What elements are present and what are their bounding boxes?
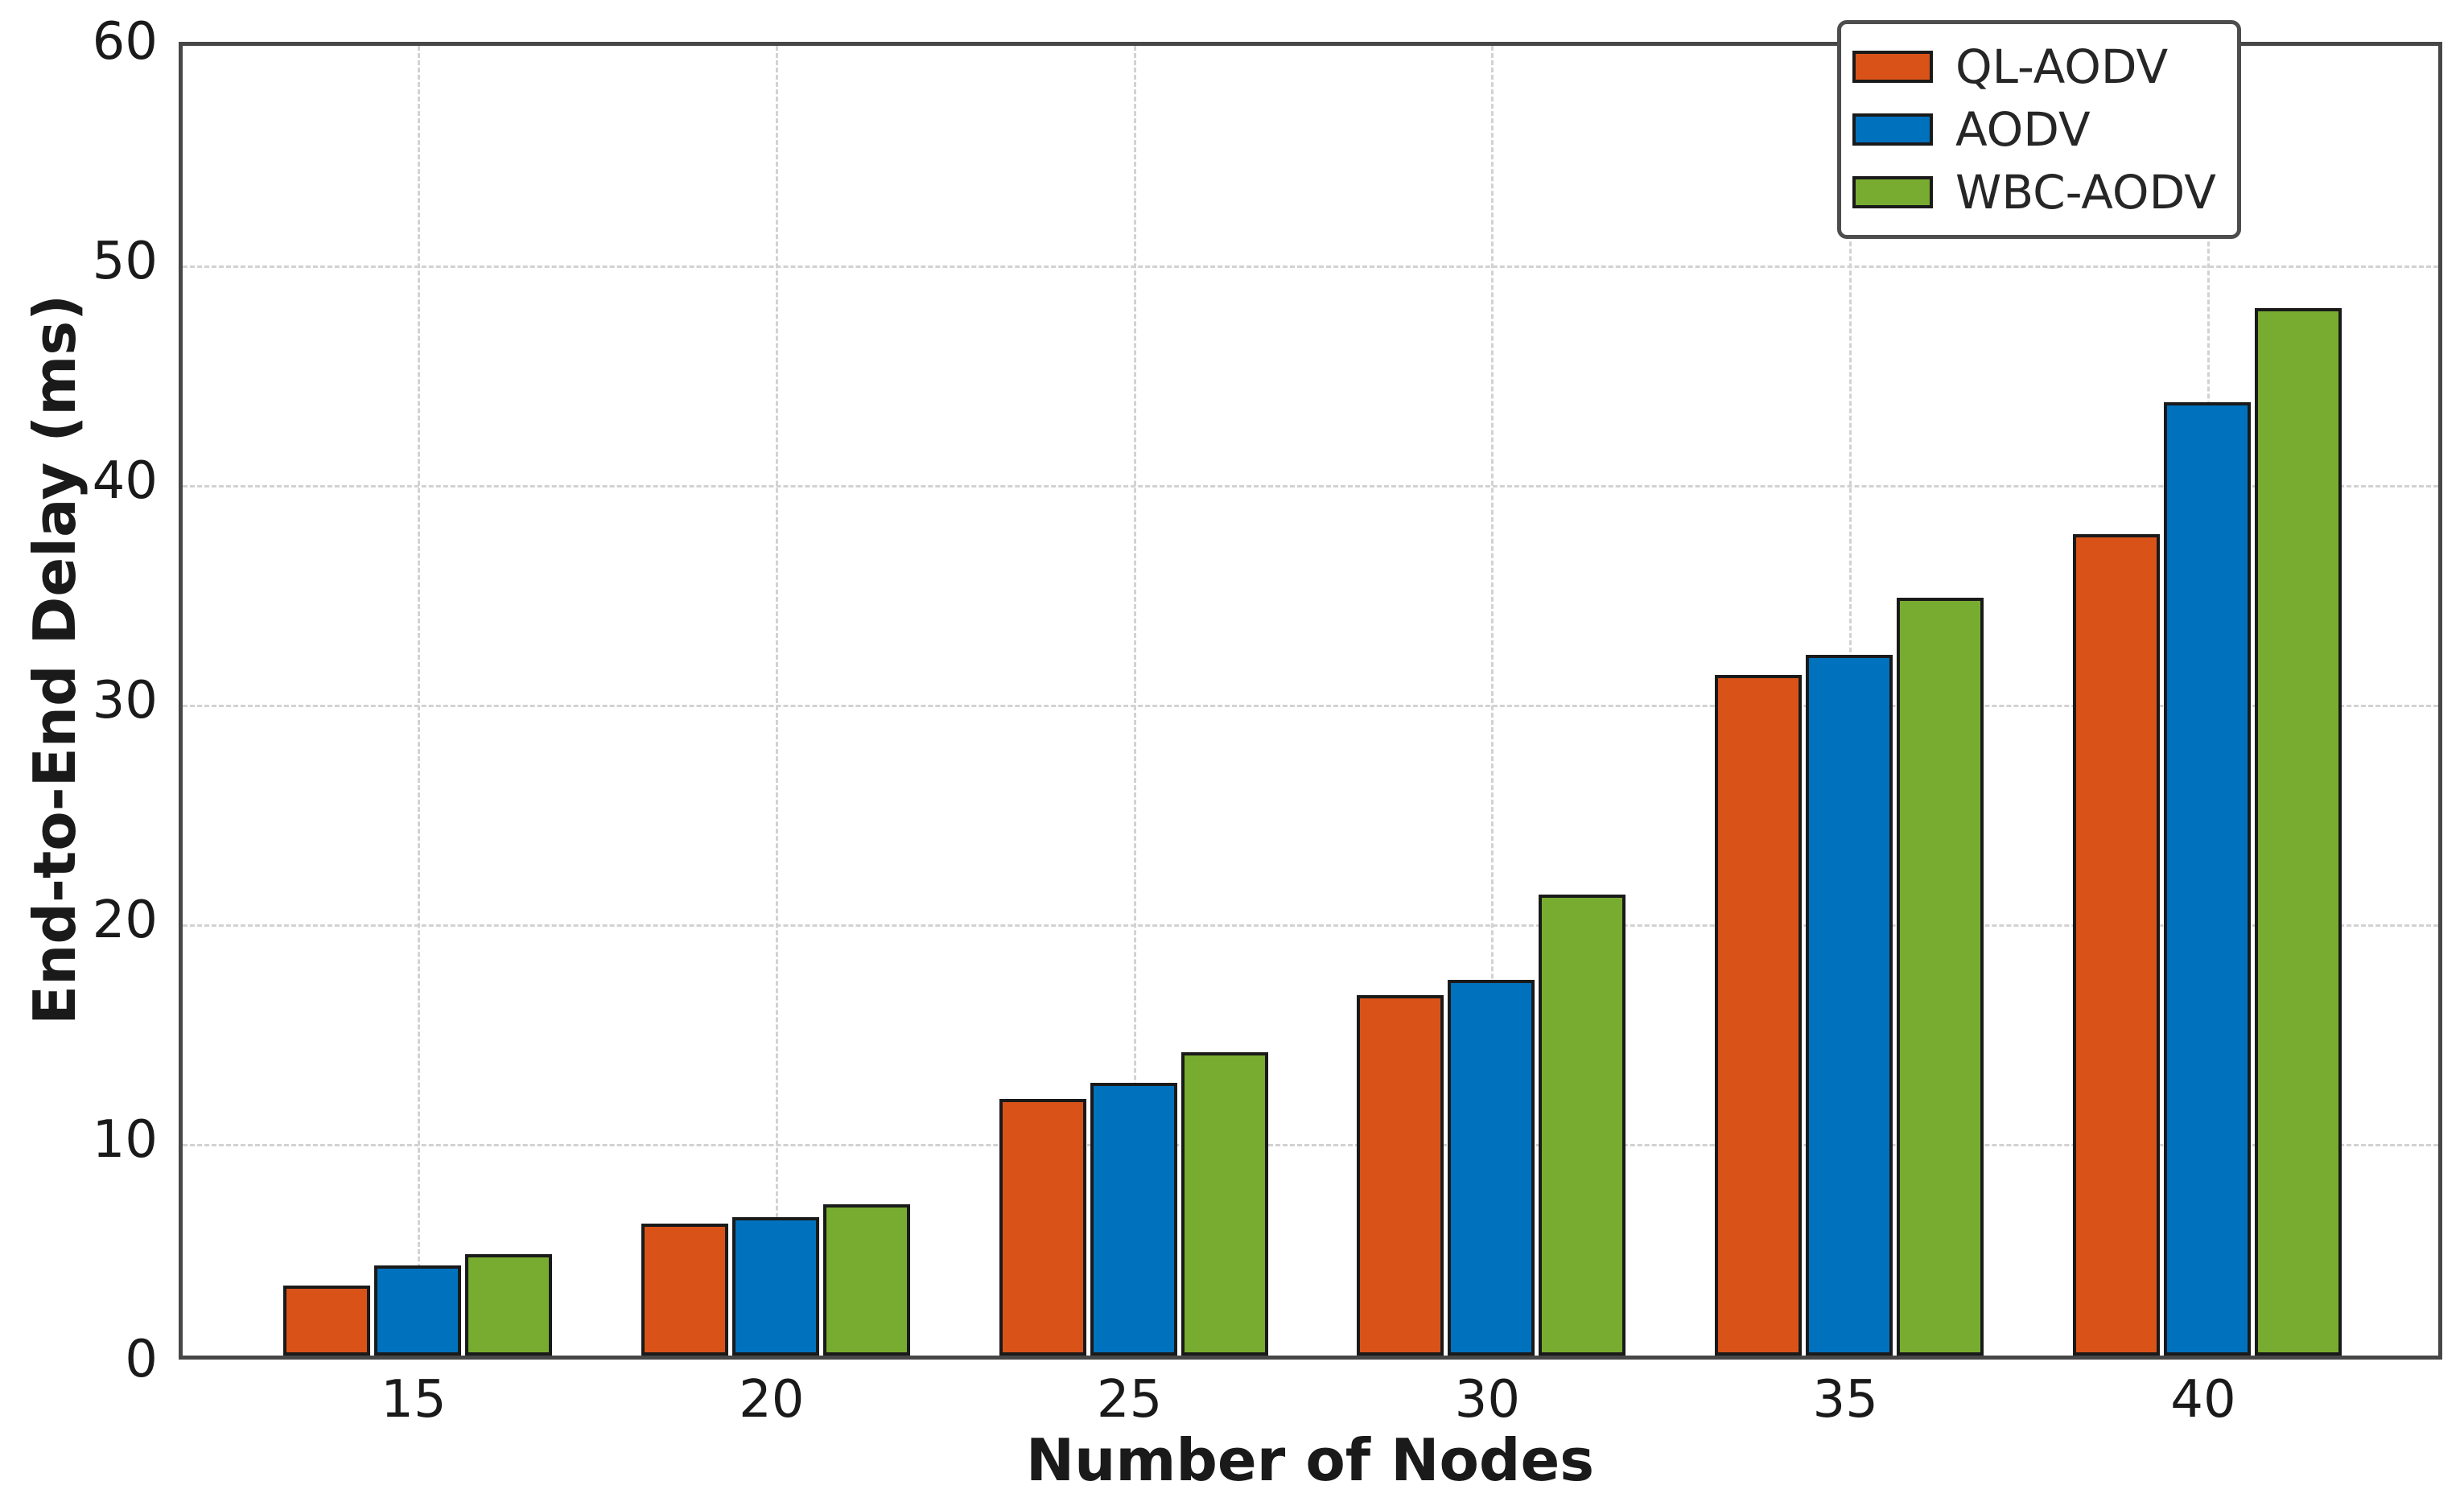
bar-aodv-35	[1806, 655, 1893, 1356]
legend-swatch-icon	[1852, 113, 1933, 146]
legend-swatch-icon	[1852, 51, 1933, 83]
bar-aodv-40	[2164, 402, 2251, 1356]
bar-ql-aodv-35	[1715, 674, 1803, 1356]
bar-wbc-aodv-15	[465, 1254, 552, 1356]
bar-ql-aodv-30	[1357, 995, 1444, 1356]
bar-ql-aodv-20	[641, 1224, 728, 1356]
bar-aodv-30	[1448, 980, 1535, 1356]
y-tick-label: 20	[92, 891, 158, 950]
gridline-horizontal	[183, 705, 2438, 707]
legend: QL-AODV AODV WBC-AODV	[1837, 20, 2241, 239]
x-axis-label: Number of Nodes	[1025, 1426, 1595, 1494]
x-tick-label: 25	[1096, 1370, 1163, 1430]
x-tick-label: 30	[1454, 1370, 1521, 1430]
gridline-vertical	[1133, 46, 1136, 1356]
legend-item-aodv: AODV	[1852, 98, 2216, 161]
x-tick-label: 40	[2170, 1370, 2236, 1430]
y-tick-label: 40	[92, 451, 158, 511]
legend-item-wbc-aodv: WBC-AODV	[1852, 161, 2216, 224]
legend-label: WBC-AODV	[1955, 165, 2216, 220]
gridline-horizontal	[183, 485, 2438, 488]
legend-label: AODV	[1955, 102, 2091, 157]
bar-wbc-aodv-25	[1180, 1052, 1268, 1356]
bar-ql-aodv-25	[999, 1098, 1086, 1356]
gridline-horizontal	[183, 924, 2438, 927]
y-tick-label: 30	[92, 671, 158, 730]
bar-wbc-aodv-30	[1539, 894, 1626, 1356]
y-tick-label: 60	[92, 12, 158, 72]
gridline-vertical	[775, 46, 778, 1356]
x-tick-label: 15	[381, 1370, 447, 1430]
bar-ql-aodv-40	[2073, 533, 2160, 1356]
legend-swatch-icon	[1852, 176, 1933, 208]
x-tick-label: 20	[739, 1370, 805, 1430]
gridline-vertical	[418, 46, 420, 1356]
gridline-horizontal	[183, 265, 2438, 268]
legend-item-ql-aodv: QL-AODV	[1852, 35, 2216, 98]
gridline-horizontal	[183, 1144, 2438, 1146]
y-tick-label: 50	[92, 232, 158, 291]
bar-ql-aodv-15	[283, 1285, 370, 1356]
bar-aodv-25	[1090, 1083, 1177, 1356]
plot-area	[179, 42, 2442, 1360]
bar-wbc-aodv-35	[1897, 598, 1984, 1356]
bar-aodv-20	[731, 1217, 819, 1356]
bar-wbc-aodv-40	[2255, 307, 2342, 1356]
bar-wbc-aodv-20	[822, 1203, 910, 1356]
bar-aodv-15	[374, 1265, 461, 1356]
y-tick-label: 0	[125, 1330, 158, 1389]
legend-label: QL-AODV	[1955, 39, 2169, 94]
x-tick-label: 35	[1812, 1370, 1878, 1430]
gridline-vertical	[1491, 46, 1494, 1356]
y-tick-label: 10	[92, 1110, 158, 1170]
